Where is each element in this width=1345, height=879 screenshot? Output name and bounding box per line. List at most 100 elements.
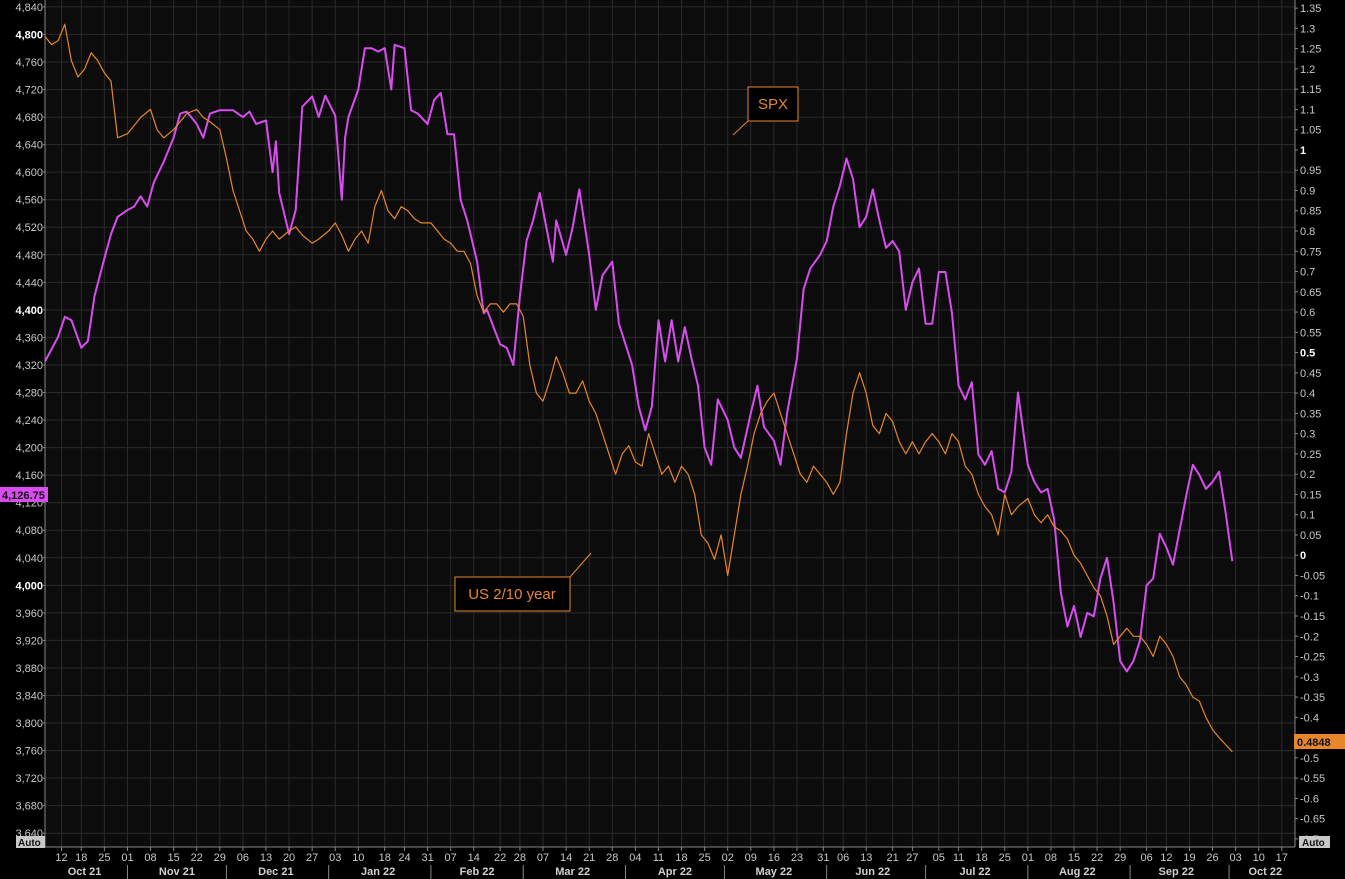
x-tick-label: 15 [1068,852,1080,864]
x-tick-label: 23 [791,852,803,864]
x-tick-label: 07 [445,852,457,864]
auto-scale-right-button[interactable]: Auto [1299,836,1330,849]
left-tick-label: 3,720 [15,773,43,785]
x-tick-label: 22 [494,852,506,864]
right-tick-label: 1.3 [1300,23,1315,35]
x-tick-label: 06 [837,852,849,864]
left-tick-label: 4,520 [15,222,43,234]
left-tick-label: 4,040 [15,553,43,565]
right-tick-label: 0.7 [1300,267,1315,279]
right-tick-label: 0.85 [1300,206,1321,218]
left-tick-label: 3,800 [15,718,43,730]
x-tick-label: 13 [260,852,272,864]
left-tick-label: 4,400 [15,305,43,317]
x-tick-label: 12 [55,852,67,864]
x-tick-label: 08 [1045,852,1057,864]
spx-annotation-label: SPX [758,96,788,113]
x-month-label: Jan 22 [361,866,395,878]
x-tick-label: 18 [976,852,988,864]
spx-last-value-box [0,487,48,502]
x-tick-label: 27 [906,852,918,864]
right-tick-label: -0.65 [1300,814,1325,826]
spx-annotation-leader [732,120,749,136]
left-tick-label: 4,320 [15,360,43,372]
right-tick-label: 0.1 [1300,510,1315,522]
right-tick-label: 0.8 [1300,226,1315,238]
right-tick-label: 0.75 [1300,246,1321,258]
x-month-label: Dec 21 [258,866,293,878]
right-tick-label: 0.35 [1300,408,1321,420]
x-tick-label: 15 [168,852,180,864]
right-tick-label: -0.5 [1300,753,1319,765]
spx-last-value: 4,126.75 [2,490,45,502]
left-tick-label: 4,200 [15,443,43,455]
x-tick-label: 21 [887,852,899,864]
spx-series-line [44,43,1234,673]
x-month-label: Apr 22 [658,866,692,878]
auto-scale-right-box[interactable] [1299,836,1330,848]
right-tick-label: -0.6 [1300,793,1319,805]
x-tick-label: 13 [860,852,872,864]
x-tick-label: 01 [121,852,133,864]
plot-area [45,0,1295,847]
x-axis: 12 18 25 01 08 15 22 29 06 13 20 27 03 10 18 24 31 07 14 22… [45,846,1295,879]
auto-scale-right-label[interactable]: Auto [1302,838,1325,849]
x-month-label: Sep 22 [1159,866,1194,878]
right-tick-label: 1.2 [1300,64,1315,76]
x-tick-label: 01 [1022,852,1034,864]
x-tick-label: 03 [329,852,341,864]
right-tick-label: 0.65 [1300,287,1321,299]
auto-scale-left-label[interactable]: Auto [18,838,41,849]
x-month-label: Aug 22 [1059,866,1096,878]
x-tick-label: 17 [1276,852,1288,864]
right-tick-label: 1.25 [1300,44,1321,56]
x-tick-label: 11 [953,852,964,864]
auto-scale-left-button[interactable]: Auto [16,836,45,849]
left-tick-label: 4,280 [15,388,43,400]
x-month-label: Feb 22 [460,866,495,878]
left-tick-label: 4,160 [15,470,43,482]
left-tick-label: 3,920 [15,635,43,647]
right-tick-label: 0.55 [1300,327,1321,339]
left-tick-label: 4,000 [15,580,43,592]
x-tick-label: 05 [933,852,945,864]
x-tick-label: 22 [1091,852,1103,864]
x-tick-label: 28 [514,852,526,864]
left-axis: 3,6403,6803,7203,7603,8003,8403,8803,920… [15,0,46,847]
x-tick-label: 25 [699,852,711,864]
right-tick-label: 0.2 [1300,469,1315,481]
right-tick-label: 0.9 [1300,185,1315,197]
spx-annotation-box [747,86,799,122]
left-tick-label: 4,640 [15,140,43,152]
x-tick-label: 24 [398,852,410,864]
series-layer [44,23,1234,753]
spread-annotation: US 2/10 year [454,552,592,612]
left-tick-label: 4,680 [15,112,43,124]
right-tick-label: -0.05 [1300,570,1325,582]
right-tick-label: 1.15 [1300,84,1321,96]
spread-last-value-tag: 0.4848 [1294,734,1345,749]
right-tick-label: 0.15 [1300,489,1321,501]
left-tick-label: 4,480 [15,250,43,262]
x-tick-label: 28 [606,852,618,864]
right-tick-label: 0.25 [1300,449,1321,461]
x-tick-label: 31 [817,852,829,864]
right-tick-label: 0 [1300,550,1306,562]
right-tick-label: -0.35 [1300,692,1325,704]
right-tick-label: 1 [1300,145,1306,157]
right-tick-label: 0.5 [1300,348,1315,360]
x-month-label: May 22 [756,866,793,878]
right-tick-label: 0.4 [1300,388,1315,400]
spx-last-value-tag: 4,126.75 [0,487,48,502]
left-tick-label: 4,440 [15,277,43,289]
left-tick-label: 3,840 [15,691,43,703]
left-tick-label: 3,680 [15,801,43,813]
spread-annotation-box [454,576,571,612]
auto-scale-left-box[interactable] [16,836,45,848]
right-tick-label: 1.05 [1300,125,1321,137]
x-tick-label: 09 [745,852,757,864]
x-tick-label: 29 [214,852,226,864]
left-tick-label: 3,960 [15,608,43,620]
left-tick-label: 4,240 [15,415,43,427]
